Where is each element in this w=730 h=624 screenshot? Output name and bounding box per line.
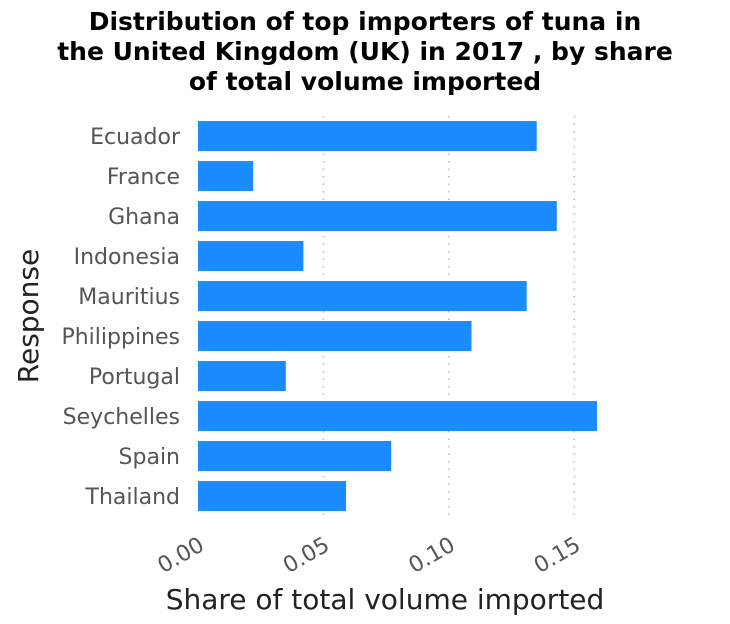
x-tick-label: 0.10 <box>405 533 460 579</box>
y-tick-label: Portugal <box>89 365 180 390</box>
x-axis-title: Share of total volume imported <box>166 583 605 616</box>
chart-title: Distribution of top importers of tuna in… <box>57 7 673 96</box>
bars <box>198 121 597 511</box>
y-tick-label: Ecuador <box>90 125 181 150</box>
y-tick-label: Spain <box>119 445 180 470</box>
y-tick-label: Philippines <box>61 325 180 350</box>
bar-mauritius <box>198 281 527 311</box>
y-tick-label: Indonesia <box>74 245 180 270</box>
bar-ghana <box>198 201 557 231</box>
bar-philippines <box>198 321 472 351</box>
x-tick-label: 0.05 <box>279 533 334 579</box>
x-tick-label: 0.15 <box>530 533 585 579</box>
y-tick-label: Ghana <box>108 205 180 230</box>
x-tick-labels: 0.00 0.05 0.10 0.15 <box>154 533 585 579</box>
bar-spain <box>198 441 392 471</box>
bar-indonesia <box>198 241 304 271</box>
bar-thailand <box>198 481 347 511</box>
bar-portugal <box>198 361 286 391</box>
chart-title-line: the United Kingdom (UK) in 2017 , by sha… <box>57 37 673 66</box>
y-tick-labels: Ecuador France Ghana Indonesia Mauritius Phil… <box>61 125 180 510</box>
bar-ecuador <box>198 121 537 151</box>
chart-title-line: Distribution of top importers of tuna in <box>89 7 642 36</box>
y-tick-label: Seychelles <box>63 405 180 430</box>
bar-seychelles <box>198 401 597 431</box>
bar-france <box>198 161 254 191</box>
y-tick-label: Mauritius <box>78 285 180 310</box>
y-tick-label: Thailand <box>85 485 180 510</box>
chart-title-line: of total volume imported <box>189 67 541 96</box>
y-tick-label: France <box>107 165 180 190</box>
x-tick-label: 0.00 <box>154 533 209 579</box>
y-axis-title: Response <box>12 249 45 383</box>
